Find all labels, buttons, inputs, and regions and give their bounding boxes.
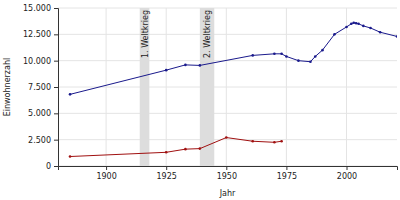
data-point	[297, 59, 300, 62]
y-tick: 5.000	[28, 109, 58, 118]
y-tick: 7.500	[28, 83, 58, 92]
data-point	[333, 33, 336, 36]
x-axis-title: Jahr	[219, 189, 236, 198]
x-tick: 1975	[277, 166, 297, 181]
tick-label: 1925	[157, 172, 177, 181]
data-point	[321, 49, 324, 52]
annotation-label: 1. Weltkrieg	[141, 10, 150, 58]
y-axis: 0 2.500 5.000 7.500 10.000 12.500 15.000	[23, 4, 59, 171]
data-point	[225, 136, 228, 139]
data-point	[345, 26, 348, 29]
tick-label: 1950	[217, 172, 237, 181]
data-point	[280, 53, 283, 56]
tick-mark	[54, 166, 58, 167]
data-point	[69, 155, 72, 158]
tick-label: 15.000	[23, 4, 51, 13]
plot-area	[69, 8, 397, 166]
data-point	[273, 53, 276, 56]
data-point	[199, 147, 202, 150]
x-tick: 1950	[217, 166, 237, 181]
data-point	[69, 93, 72, 96]
tick-mark	[54, 61, 58, 62]
data-point	[379, 31, 382, 34]
grid-line	[346, 8, 347, 166]
series-line	[70, 138, 282, 157]
tick-mark	[54, 113, 58, 114]
grid-line	[166, 8, 167, 166]
data-point	[285, 55, 288, 58]
tick-mark	[54, 87, 58, 88]
data-point	[199, 64, 202, 67]
x-tick: 2000	[337, 166, 357, 181]
data-point	[165, 151, 168, 154]
data-point	[251, 140, 254, 143]
data-point	[396, 35, 397, 38]
y-tick: 10.000	[23, 57, 58, 66]
data-point	[357, 23, 360, 26]
data-point	[280, 140, 283, 143]
x-tick: 1900	[96, 166, 116, 181]
tick-label: 1900	[96, 172, 116, 181]
data-point	[165, 69, 168, 72]
tick-label: 7.500	[28, 83, 51, 92]
y-tick: 0	[46, 162, 58, 171]
tick-mark	[106, 166, 107, 170]
annotation-label: 2. Weltkrieg	[203, 10, 212, 58]
data-point	[350, 23, 353, 26]
data-point	[355, 22, 358, 25]
grid-line	[106, 8, 107, 166]
war-band	[140, 8, 150, 166]
tick-mark	[54, 140, 58, 141]
grid-line	[286, 8, 287, 166]
y-tick: 15.000	[23, 4, 58, 13]
data-point	[369, 27, 372, 30]
data-point	[314, 55, 317, 58]
tick-mark	[347, 166, 348, 170]
tick-mark	[226, 166, 227, 170]
grid	[58, 8, 397, 166]
y-tick: 12.500	[23, 30, 58, 39]
y-tick: 2.500	[28, 136, 58, 145]
y-axis-title: Einwohnerzahl	[3, 58, 12, 117]
war-band	[200, 8, 214, 166]
data-point	[273, 141, 276, 144]
tick-mark	[286, 166, 287, 170]
tick-label: 12.500	[23, 30, 51, 39]
tick-label: 2000	[337, 172, 357, 181]
x-tick: 1925	[157, 166, 177, 181]
tick-label: 1975	[277, 172, 297, 181]
tick-mark	[166, 166, 167, 170]
tick-mark	[54, 8, 58, 9]
grid-line	[226, 8, 227, 166]
tick-label: 5.000	[28, 109, 51, 118]
tick-label: 0	[46, 162, 51, 171]
data-point	[184, 64, 187, 67]
tick-label: 2.500	[28, 136, 51, 145]
y-axis-line	[54, 9, 59, 167]
data-point	[251, 54, 254, 57]
x-axis: 1900 1925 1950 1975 2000	[59, 166, 398, 181]
x-axis-line	[59, 167, 398, 171]
series-line	[70, 23, 397, 95]
data-point	[309, 60, 312, 63]
data-point	[352, 21, 355, 24]
tick-mark	[54, 34, 58, 35]
data-point	[184, 148, 187, 151]
data-point	[362, 25, 365, 28]
tick-label: 10.000	[23, 57, 51, 66]
chart: 02.5005.0007.50010.00012.50015.000190019…	[0, 0, 400, 200]
